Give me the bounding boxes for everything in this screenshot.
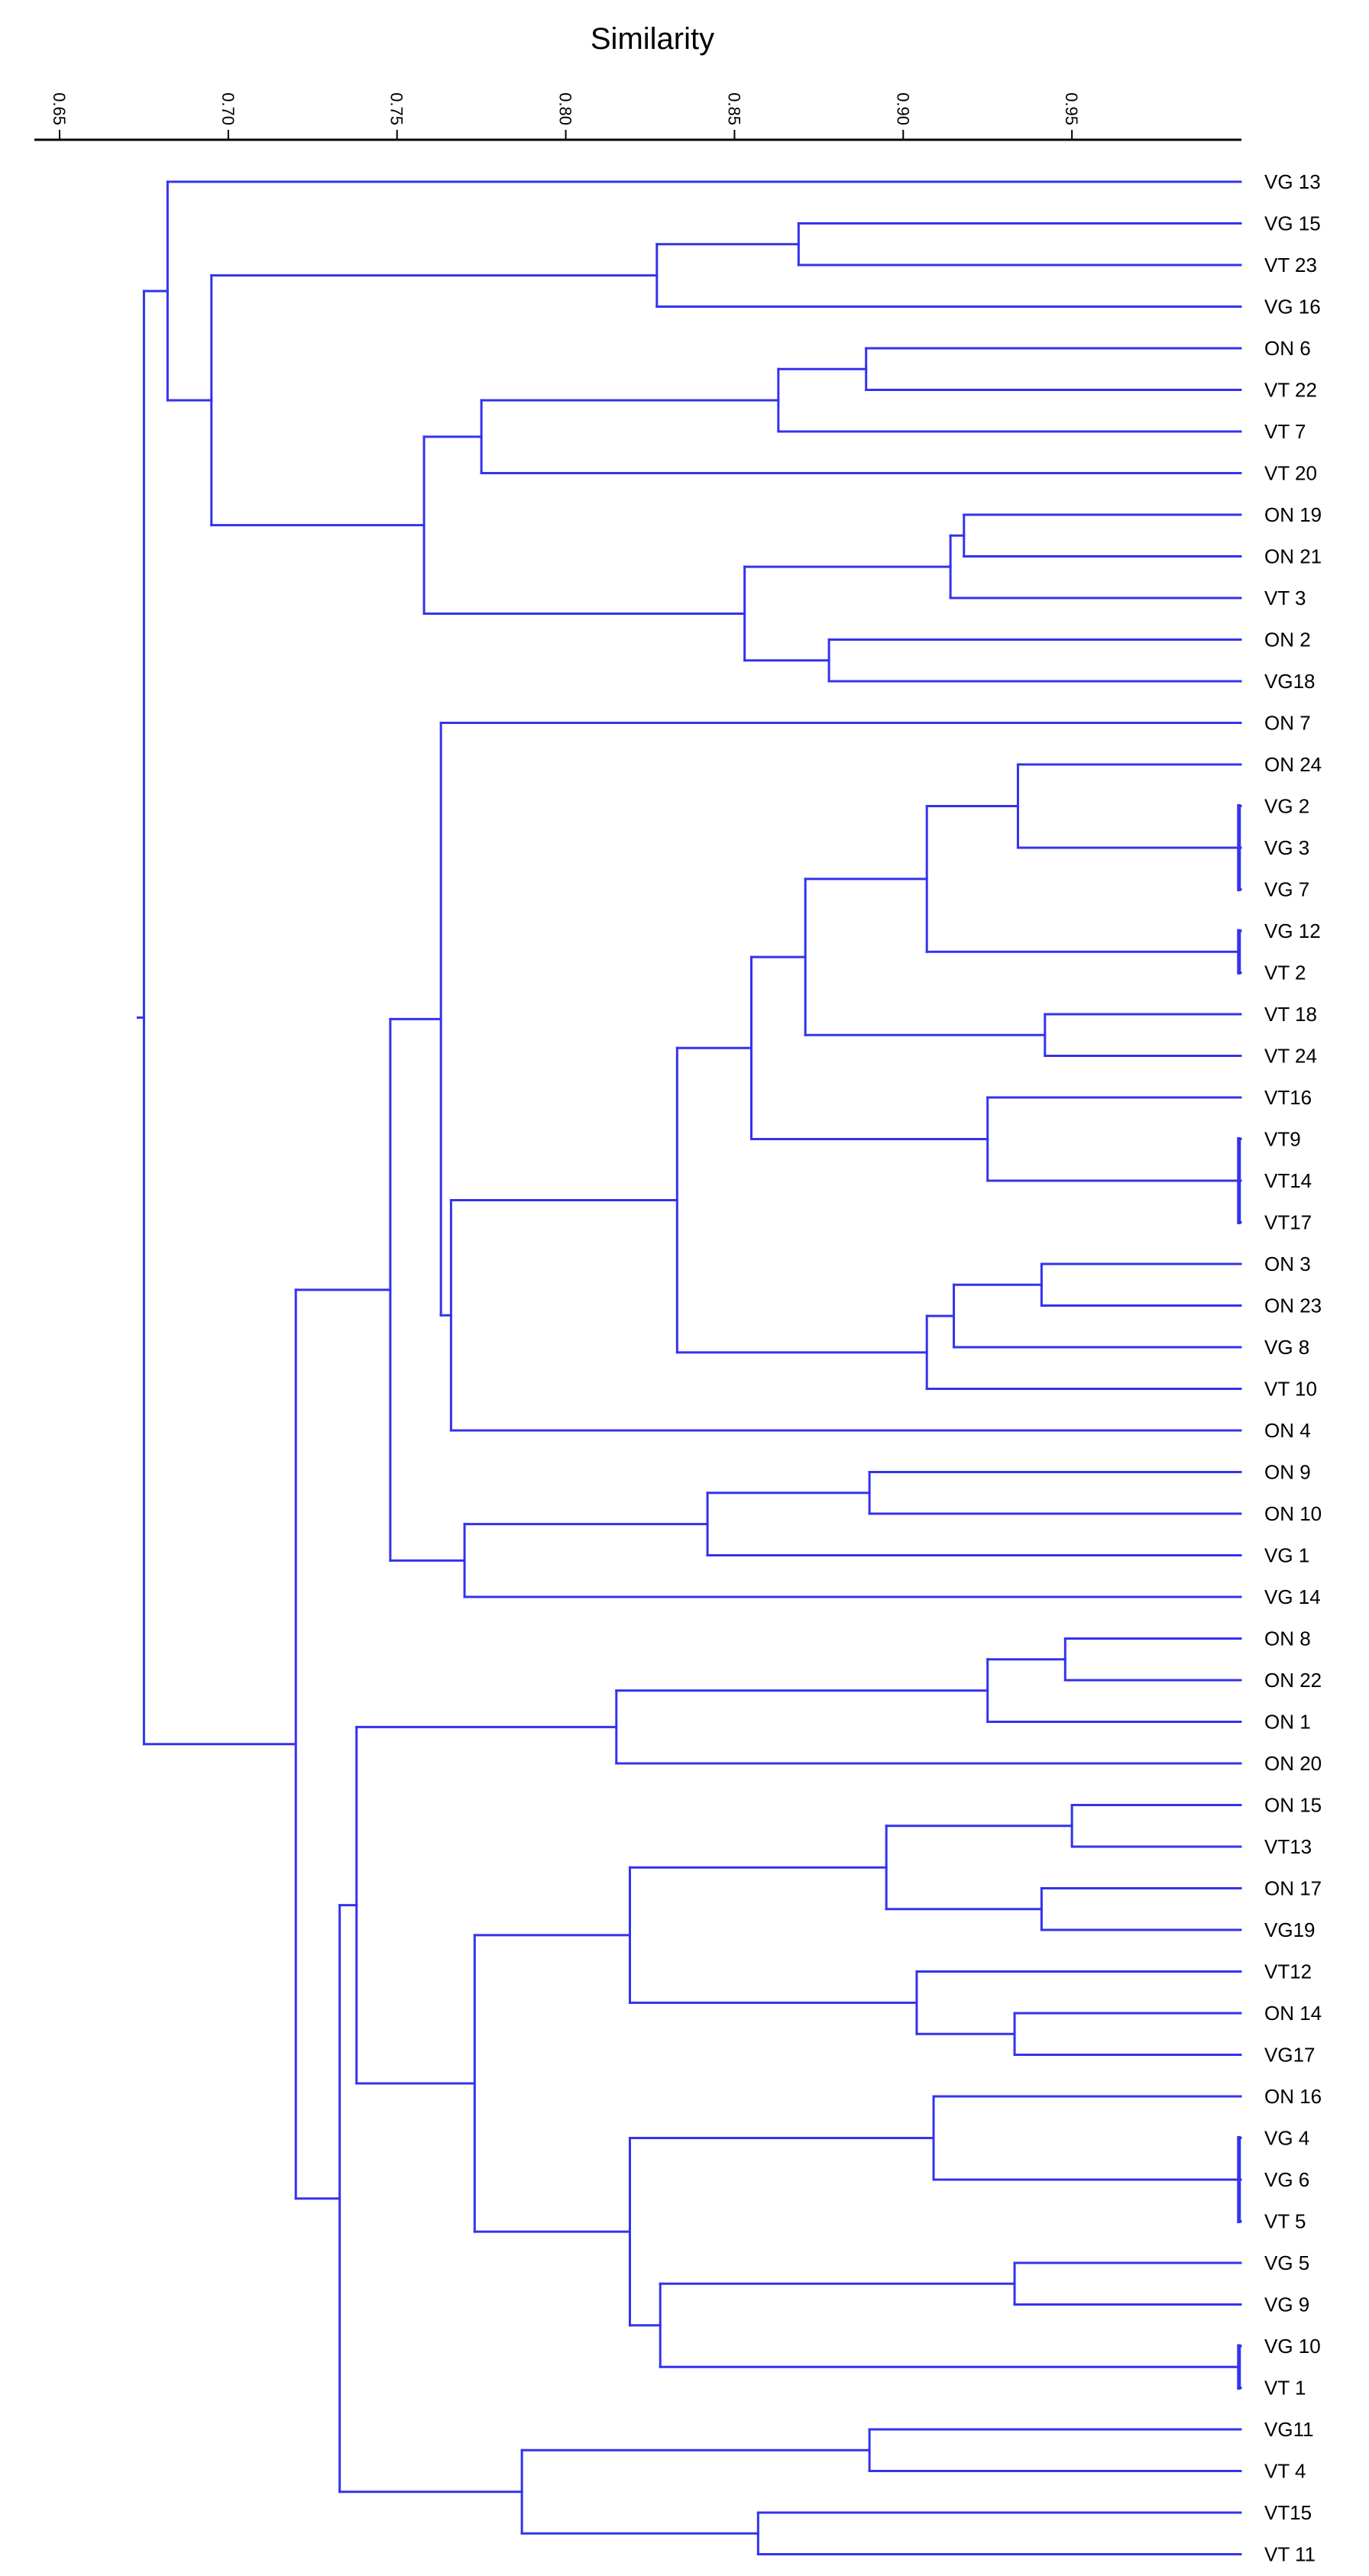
leaf-label: ON 20: [1264, 1752, 1322, 1775]
leaf-label: ON 23: [1264, 1294, 1322, 1317]
leaf-label: VT 2: [1264, 962, 1306, 984]
leaf-label: ON 16: [1264, 2085, 1322, 2108]
leaf-label: ON 15: [1264, 1794, 1322, 1817]
leaf-label: VG17: [1264, 2044, 1316, 2067]
leaf-label: VG 7: [1264, 878, 1309, 901]
leaf-label: ON 4: [1264, 1419, 1311, 1442]
leaf-label: VT 1: [1264, 2377, 1306, 2400]
axis-tick-label: 0.65: [50, 92, 69, 125]
leaf-label: ON 17: [1264, 1877, 1322, 1900]
leaf-label: VT 20: [1264, 462, 1317, 485]
leaf-label: VT14: [1264, 1169, 1312, 1192]
leaf-label: VT12: [1264, 1960, 1312, 1983]
leaf-label: VG18: [1264, 670, 1316, 693]
leaf-label: ON 14: [1264, 2002, 1322, 2025]
leaf-label: VG 13: [1264, 170, 1321, 193]
axis-tick-label: 0.85: [724, 92, 743, 125]
axis-tick-label: 0.75: [387, 92, 406, 125]
leaf-label: ON 24: [1264, 753, 1322, 776]
leaf-labels: VG 13 VG 15 VT 23 VG 16 ON 6 VT 22 VT 7 VT 20 ON…: [1264, 170, 1322, 2566]
leaf-label: VG19: [1264, 1918, 1316, 1941]
leaf-label: VT 7: [1264, 420, 1306, 443]
leaf-label: VG 15: [1264, 212, 1321, 235]
axis-tick-label: 0.80: [556, 92, 575, 125]
leaf-label: VG 12: [1264, 920, 1321, 942]
leaf-label: VT 3: [1264, 587, 1306, 609]
leaf-label: VG 1: [1264, 1544, 1309, 1567]
leaf-label: ON 7: [1264, 712, 1311, 735]
leaf-label: ON 19: [1264, 503, 1322, 526]
leaf-label: VG 16: [1264, 296, 1321, 318]
leaf-label: VT17: [1264, 1211, 1312, 1234]
leaf-label: VT15: [1264, 2501, 1312, 2524]
leaf-label: VT13: [1264, 1835, 1312, 1858]
leaf-label: VG 9: [1264, 2293, 1309, 2316]
axis-tick-label: 0.90: [893, 92, 912, 125]
leaf-label: VT 11: [1264, 2543, 1316, 2566]
leaf-label: ON 10: [1264, 1502, 1322, 1525]
leaf-label: VG 5: [1264, 2251, 1309, 2274]
leaf-label: VT 18: [1264, 1003, 1317, 1026]
leaf-label: VG 10: [1264, 2335, 1321, 2358]
axis-ticks: 0.65 0.70 0.75 0.80 0.85 0.90 0.95: [50, 92, 1081, 140]
leaf-label: VG11: [1264, 2418, 1314, 2441]
leaf-label: ON 2: [1264, 629, 1311, 651]
leaf-label: VG 4: [1264, 2127, 1309, 2150]
leaf-label: ON 9: [1264, 1461, 1311, 1484]
dendrogram-branches: [136, 180, 1242, 2555]
leaf-label: ON 22: [1264, 1669, 1322, 1692]
leaf-label: VT 4: [1264, 2460, 1306, 2483]
leaf-label: VT 5: [1264, 2210, 1306, 2233]
leaf-label: ON 1: [1264, 1711, 1311, 1734]
leaf-label: VG 3: [1264, 836, 1309, 859]
axis-tick-label: 0.95: [1062, 92, 1081, 125]
leaf-label: VT 22: [1264, 379, 1317, 402]
leaf-label: VG 2: [1264, 795, 1309, 818]
leaf-label: VG 14: [1264, 1585, 1321, 1608]
leaf-label: VT 24: [1264, 1045, 1317, 1068]
leaf-label: VG 8: [1264, 1336, 1309, 1359]
leaf-label: VG 6: [1264, 2168, 1309, 2191]
leaf-label: VT 10: [1264, 1378, 1317, 1401]
leaf-label: VT9: [1264, 1128, 1301, 1151]
leaf-label: VT16: [1264, 1086, 1312, 1109]
leaf-label: ON 3: [1264, 1252, 1311, 1275]
chart-title: Similarity: [591, 22, 714, 56]
leaf-label: ON 8: [1264, 1627, 1311, 1650]
leaf-label: ON 6: [1264, 337, 1311, 360]
axis-tick-label: 0.70: [218, 92, 238, 125]
leaf-label: VT 23: [1264, 254, 1317, 276]
leaf-label: ON 21: [1264, 545, 1322, 568]
